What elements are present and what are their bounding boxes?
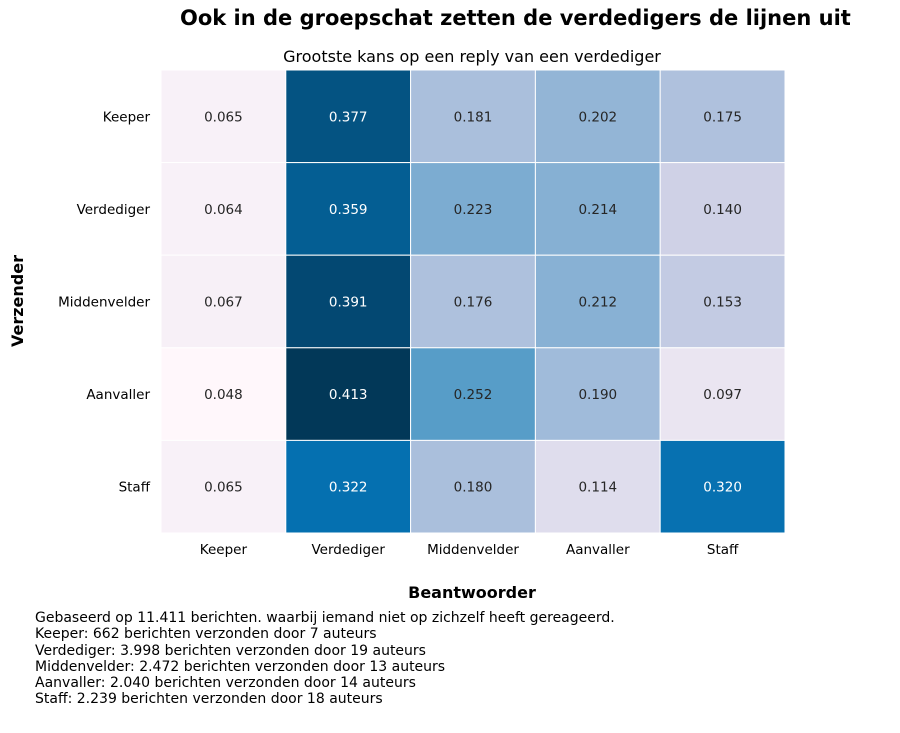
page-title: Ook in de groepschat zetten de verdedige… bbox=[180, 6, 851, 30]
heatmap-cell bbox=[534, 347, 661, 441]
cell-value-label: 0.212 bbox=[578, 295, 617, 311]
cell-value-label: 0.214 bbox=[578, 202, 617, 218]
cell-value-label: 0.064 bbox=[204, 202, 243, 218]
footnote-line: Keeper: 662 berichten verzonden door 7 a… bbox=[35, 626, 377, 643]
cell-value-label: 0.413 bbox=[329, 387, 368, 403]
x-tick-label: Staff bbox=[707, 542, 739, 558]
cell-value-label: 0.048 bbox=[204, 387, 243, 403]
cell-value-label: 0.320 bbox=[703, 480, 742, 496]
cell-value-label: 0.065 bbox=[204, 109, 243, 125]
chart-title: Grootste kans op een reply van een verde… bbox=[283, 47, 661, 66]
cell-value-label: 0.067 bbox=[204, 295, 243, 311]
y-tick-label: Middenvelder bbox=[58, 295, 150, 311]
heatmap-cell bbox=[285, 347, 412, 441]
heatmap-cell bbox=[410, 254, 536, 349]
y-tick-label: Keeper bbox=[103, 109, 151, 125]
cell-value-label: 0.202 bbox=[578, 109, 617, 125]
heatmap-cell bbox=[410, 69, 536, 164]
y-tick-label: Staff bbox=[119, 480, 151, 496]
footnote-line: Gebaseerd op 11.411 berichten. waarbij i… bbox=[35, 610, 615, 626]
cell-value-label: 0.391 bbox=[329, 295, 368, 311]
heatmap-cell bbox=[659, 347, 786, 441]
heatmap-cell bbox=[285, 162, 412, 256]
cell-value-label: 0.153 bbox=[703, 295, 742, 311]
y-axis-label: Verzender bbox=[8, 255, 27, 347]
heatmap-cell bbox=[410, 347, 536, 441]
heatmap-cells: 0.065 0.377 0.181 0.202 0.175 0.064 0.359 0.223… bbox=[160, 69, 786, 534]
x-tick-labels: Keeper Verdediger Middenvelder Aanvaller Sta… bbox=[200, 542, 739, 558]
cell-value-label: 0.181 bbox=[454, 109, 493, 125]
y-tick-label: Aanvaller bbox=[86, 387, 150, 403]
heatmap-cell bbox=[160, 439, 287, 534]
heatmap-cell bbox=[659, 439, 786, 534]
footnote-line: Verdediger: 3.998 berichten verzonden do… bbox=[35, 642, 426, 659]
heatmap-cell bbox=[534, 162, 661, 256]
footnote-line: Staff: 2.239 berichten verzonden door 18… bbox=[35, 691, 383, 708]
x-axis-label: Beantwoorder bbox=[408, 583, 536, 600]
y-tick-label: Verdediger bbox=[77, 202, 151, 218]
heatmap-cell bbox=[160, 347, 287, 441]
heatmap-cell bbox=[410, 439, 536, 534]
x-tick-label: Keeper bbox=[200, 542, 248, 558]
cell-value-label: 0.176 bbox=[454, 295, 493, 311]
cell-value-label: 0.322 bbox=[329, 480, 368, 496]
heatmap-cell bbox=[534, 254, 661, 349]
heatmap-cell bbox=[534, 69, 661, 164]
cell-value-label: 0.140 bbox=[703, 202, 742, 218]
cell-value-label: 0.114 bbox=[578, 480, 617, 496]
heatmap-cell bbox=[659, 162, 786, 256]
footnote: Gebaseerd op 11.411 berichten. waarbij i… bbox=[35, 610, 615, 708]
y-tick-labels: Keeper Verdediger Middenvelder Aanvaller Sta… bbox=[58, 109, 151, 495]
heatmap-cell bbox=[659, 254, 786, 349]
heatmap-cell bbox=[285, 439, 412, 534]
cell-value-label: 0.359 bbox=[329, 202, 368, 218]
heatmap-cell bbox=[285, 254, 412, 349]
heatmap-cell bbox=[410, 162, 536, 256]
x-tick-label: Aanvaller bbox=[566, 542, 630, 558]
x-tick-label: Verdediger bbox=[311, 542, 385, 558]
cell-value-label: 0.223 bbox=[454, 202, 493, 218]
heatmap-cell bbox=[285, 69, 412, 164]
footnote-line: Aanvaller: 2.040 berichten verzonden doo… bbox=[35, 675, 416, 692]
cell-value-label: 0.180 bbox=[454, 480, 493, 496]
cell-value-label: 0.065 bbox=[204, 480, 243, 496]
cell-value-label: 0.175 bbox=[703, 109, 742, 125]
heatmap-cell bbox=[160, 69, 287, 164]
cell-value-label: 0.097 bbox=[703, 387, 742, 403]
x-tick-label: Middenvelder bbox=[427, 542, 519, 558]
cell-value-label: 0.252 bbox=[454, 387, 493, 403]
cell-value-label: 0.377 bbox=[329, 109, 368, 125]
footnote-line: Middenvelder: 2.472 berichten verzonden … bbox=[35, 658, 446, 675]
cell-value-label: 0.190 bbox=[578, 387, 617, 403]
heatmap-cell bbox=[534, 439, 661, 534]
heatmap-chart: Grootste kans op een reply van een verde… bbox=[8, 47, 786, 600]
